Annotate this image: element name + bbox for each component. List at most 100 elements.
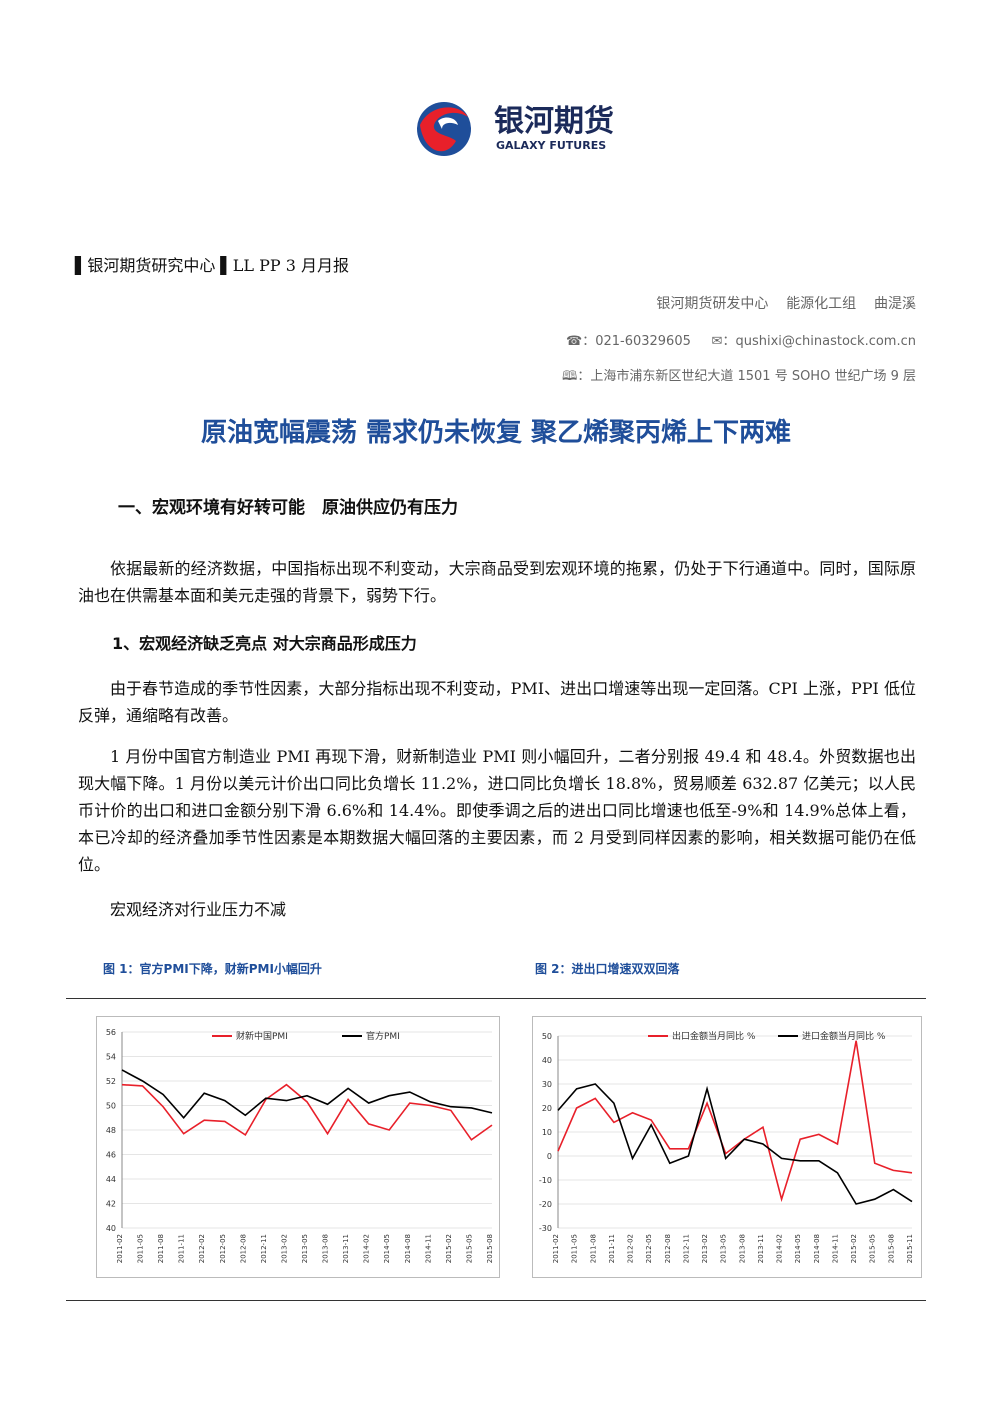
x-tick-label: 2013-08	[738, 1234, 746, 1263]
x-tick-label: 2011-05	[137, 1234, 145, 1263]
y-tick-label: 10	[542, 1128, 552, 1137]
bar-icon: ▌	[220, 256, 233, 275]
y-tick-label: 56	[106, 1028, 116, 1037]
phone-icon: ☎	[565, 334, 583, 349]
x-tick-label: 2011-11	[178, 1234, 186, 1263]
x-tick-label: 2014-11	[424, 1234, 432, 1263]
y-tick-label: -10	[539, 1176, 552, 1185]
email-icon: ✉	[711, 334, 723, 349]
x-tick-label: 2013-11	[342, 1234, 350, 1263]
title: 原油宽幅震荡 需求仍未恢复 聚乙烯聚丙烯上下两难	[200, 418, 792, 448]
x-tick-label: 2013-11	[757, 1234, 765, 1263]
legend-label: 官方PMI	[366, 1030, 400, 1042]
address-line: 🕮：上海市浦东新区世纪大道 1501 号 SOHO 世纪广场 9 层	[562, 365, 916, 389]
paragraph: 依据最新的经济数据，中国指标出现不利变动，大宗商品受到宏观环境的拖累，仍处于下行…	[78, 559, 916, 605]
x-tick-label: 2011-11	[608, 1234, 616, 1263]
address: ：上海市浦东新区世纪大道 1501 号 SOHO 世纪广场 9 层	[577, 369, 916, 384]
rule	[66, 1300, 926, 1301]
author: 银河期货研发中心	[656, 296, 769, 312]
section-heading: 一、宏观环境有好转可能 原油供应仍有压力	[118, 498, 458, 518]
y-tick-label: 40	[106, 1224, 116, 1233]
x-tick-label: 2011-08	[589, 1234, 597, 1263]
phone: ：021-60329605	[582, 334, 691, 349]
paragraph: 宏观经济对行业压力不减	[110, 900, 287, 919]
address-icon: 🕮	[562, 369, 578, 384]
logo-en: GALAXY FUTURES	[496, 139, 606, 152]
x-tick-label: 2014-02	[363, 1234, 371, 1263]
rule	[66, 998, 926, 999]
x-tick-label: 2013-05	[720, 1234, 728, 1263]
chart-frame	[532, 1016, 922, 1278]
figure-caption: 图 1：官方PMI下降，财新PMI小幅回升	[103, 962, 322, 976]
x-tick-label: 2011-02	[552, 1234, 560, 1263]
email: ：qushixi@chinastock.com.cn	[722, 334, 916, 349]
x-tick-label: 2011-08	[157, 1234, 165, 1263]
y-tick-label: -30	[539, 1224, 552, 1233]
bar-icon: ▌	[75, 256, 88, 275]
x-tick-label: 2014-05	[383, 1234, 391, 1263]
y-tick-label: 44	[106, 1175, 116, 1184]
x-tick-label: 2013-02	[280, 1234, 288, 1263]
y-tick-label: 20	[542, 1104, 552, 1113]
x-tick-label: 2012-02	[627, 1234, 635, 1263]
line-series	[557, 1083, 913, 1205]
figure-caption: 图 2：进出口增速双双回落	[535, 962, 680, 976]
y-tick-label: 50	[542, 1032, 552, 1041]
x-tick-label: 2014-08	[404, 1234, 412, 1263]
chart-frame	[96, 1016, 500, 1278]
x-tick-label: 2012-08	[239, 1234, 247, 1263]
x-tick-label: 2015-08	[887, 1234, 895, 1263]
legend-label: 财新中国PMI	[236, 1030, 288, 1042]
line-series	[121, 1069, 493, 1119]
x-tick-label: 2015-05	[869, 1234, 877, 1263]
author: 曲湜溪	[874, 296, 916, 312]
x-tick-label: 2013-08	[322, 1234, 330, 1263]
legend-label: 进口金额当月同比 %	[802, 1030, 886, 1042]
paragraph: 1 月份中国官方制造业 PMI 再现下滑，财新制造业 PMI 则小幅回升，二者分…	[78, 747, 916, 874]
line-series	[121, 1083, 493, 1141]
y-tick-label: 40	[542, 1056, 552, 1065]
x-tick-label: 2015-05	[465, 1234, 473, 1263]
logo-cn: 银河期货	[494, 104, 614, 139]
author-line: 银河期货研发中心 能源化工组 曲湜溪	[656, 293, 916, 313]
x-tick-label: 2014-08	[813, 1234, 821, 1263]
logo-swirl	[420, 107, 468, 152]
y-tick-label: 46	[106, 1151, 116, 1160]
logo-highlight	[438, 117, 458, 129]
x-tick-label: 2014-02	[776, 1234, 784, 1263]
x-tick-label: 2012-05	[219, 1234, 227, 1263]
x-tick-label: 2015-08	[486, 1234, 494, 1263]
x-tick-label: 2015-11	[906, 1234, 914, 1263]
y-tick-label: 52	[106, 1077, 116, 1086]
y-tick-label: 50	[106, 1102, 116, 1111]
y-tick-label: 42	[106, 1200, 116, 1209]
x-tick-label: 2013-02	[701, 1234, 709, 1263]
y-tick-label: -20	[539, 1200, 552, 1209]
x-tick-label: 2013-05	[301, 1234, 309, 1263]
subsection-heading: 1、宏观经济缺乏亮点 对大宗商品形成压力	[112, 634, 417, 653]
y-tick-label: 54	[106, 1053, 116, 1062]
x-tick-label: 2012-08	[664, 1234, 672, 1263]
legend-label: 出口金额当月同比 %	[672, 1030, 756, 1042]
line-series	[557, 1040, 913, 1203]
breadcrumb-item: 银河期货研究中心	[87, 256, 216, 275]
chart: 40 42 44 46 48 50 52 54 56 2011-02 2011-05 2011-08 2…	[96, 1016, 500, 1278]
x-tick-label: 2012-11	[682, 1234, 690, 1263]
x-tick-label: 2012-02	[198, 1234, 206, 1263]
x-tick-label: 2012-11	[260, 1234, 268, 1263]
contact-line: ☎：021-60329605 ✉：qushixi@chinastock.com.…	[566, 330, 916, 349]
x-tick-label: 2011-05	[571, 1234, 579, 1263]
x-tick-label: 2014-05	[794, 1234, 802, 1263]
x-tick-label: 2014-11	[831, 1234, 839, 1263]
breadcrumb-item: LL PP 3 月月报	[232, 256, 349, 275]
paragraph: 由于春节造成的季节性因素，大部分指标出现不利变动，PMI、进出口增速等出现一定回…	[78, 679, 916, 725]
x-tick-label: 2011-02	[116, 1234, 124, 1263]
x-tick-label: 2015-02	[445, 1234, 453, 1263]
chart: -30 -20 -10 0 10 20 30 40 50 2011-02 2011-05 2011-0…	[532, 1016, 922, 1278]
y-tick-label: 0	[547, 1152, 552, 1161]
logo: 银河期货 GALAXY FUTURES	[417, 102, 614, 156]
x-tick-label: 2012-05	[645, 1234, 653, 1263]
author: 能源化工组	[786, 296, 857, 312]
x-tick-label: 2015-02	[850, 1234, 858, 1263]
